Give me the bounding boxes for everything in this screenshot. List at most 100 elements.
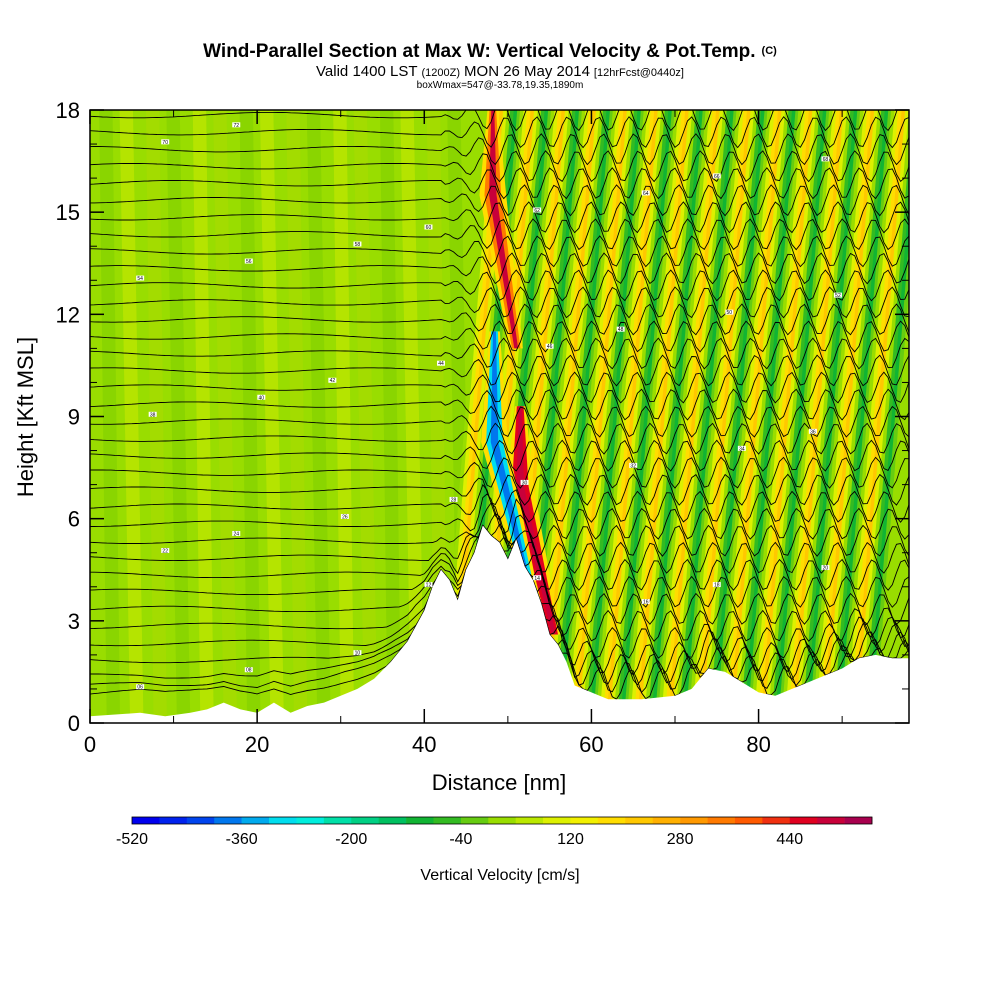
- velocity-band: [99, 110, 121, 723]
- colorbar-segment: [460, 817, 489, 824]
- colorbar-tick-label: -40: [449, 831, 472, 848]
- y-tick-label: 9: [68, 405, 80, 430]
- contour-label: 22: [162, 549, 168, 555]
- velocity-band: [448, 110, 501, 723]
- colorbar-tick-label: 440: [776, 831, 803, 848]
- contour-label-box: [641, 190, 650, 196]
- velocity-band: [857, 110, 909, 723]
- colorbar-segment: [269, 817, 297, 824]
- velocity-band: [582, 110, 635, 723]
- colorbar-segment: [378, 817, 407, 824]
- subtitle-utc: (1200Z): [422, 67, 461, 79]
- velocity-band: [640, 110, 693, 723]
- theta-contour: [90, 439, 909, 472]
- velocity-band: [691, 110, 744, 723]
- colorbar-segment: [296, 817, 325, 824]
- theta-contour: [90, 483, 909, 523]
- theta-contour: [90, 218, 909, 251]
- velocity-band: [709, 110, 762, 723]
- contour-label-box: [244, 667, 253, 673]
- theta-contour: [90, 167, 909, 200]
- contour-label: 24: [233, 531, 239, 537]
- velocity-band: [451, 110, 504, 723]
- colorbar: -520 -360 -200 -40 120 280 440: [116, 816, 873, 848]
- colorbar-segment: [707, 817, 736, 824]
- theta-contour: [90, 303, 909, 336]
- theta-contour: [90, 473, 909, 506]
- velocity-band: [630, 110, 683, 723]
- chart-subtitle: Valid 1400 LST (1200Z) MON 26 May 2014 [12h…: [316, 63, 684, 80]
- colorbar-segment: [186, 817, 215, 824]
- x-axis-label: Distance [nm]: [432, 770, 567, 795]
- contour-label-box: [136, 684, 145, 690]
- contour-label: 26: [342, 514, 348, 520]
- chart-info-line: boxWmax=547@-33.78,19.35,1890m: [417, 80, 584, 91]
- colorbar-segment: [132, 817, 160, 824]
- velocity-band: [537, 110, 590, 723]
- x-tick-label: 40: [412, 732, 436, 757]
- velocity-band: [192, 110, 214, 723]
- velocity-band: [564, 110, 617, 723]
- theta-contour: [90, 371, 909, 404]
- colorbar-segment: [433, 817, 462, 824]
- velocity-band: [722, 110, 775, 723]
- velocity-band: [702, 110, 755, 723]
- contour-label: 60: [426, 225, 432, 231]
- theta-contour: [90, 133, 909, 166]
- velocity-band: [613, 110, 666, 723]
- velocity-band: [306, 110, 331, 723]
- contour-label-box: [257, 394, 266, 400]
- contour-label: 54: [137, 276, 143, 282]
- plot-area: 06 08 10 12 14 16 18 20 22 24 26 28 30 32 34 36 38 40 42 44…: [89, 109, 910, 724]
- x-tick-label: 80: [746, 732, 770, 757]
- colorbar-tick-label: -360: [226, 831, 258, 848]
- contour-label: 36: [810, 429, 816, 435]
- theta-contour: [90, 512, 909, 574]
- contour-label: 62: [534, 208, 540, 214]
- velocity-band: [784, 110, 837, 723]
- y-axis-label: Height [Kft MSL]: [13, 337, 38, 497]
- colorbar-segment: [597, 817, 626, 824]
- contour-label-box: [533, 207, 542, 213]
- velocity-band: [554, 110, 607, 723]
- contour-label-box: [821, 156, 830, 162]
- colorbar-segment: [543, 817, 571, 824]
- x-tick-label: 0: [84, 732, 96, 757]
- velocity-band: [740, 110, 793, 723]
- contour-label-box: [725, 309, 734, 315]
- subtitle-forecast: [12hrFcst@0440z]: [594, 67, 684, 79]
- theta-contour: [90, 235, 909, 268]
- velocity-band: [781, 110, 834, 723]
- contour-label: 20: [823, 566, 829, 572]
- velocity-band: [833, 110, 886, 723]
- colorbar-tick-label: 120: [557, 831, 584, 848]
- velocity-band: [660, 110, 713, 723]
- velocity-band: [846, 110, 899, 723]
- velocity-core: [486, 331, 542, 621]
- theta-contour: [90, 150, 909, 183]
- theta-contour: [90, 184, 909, 217]
- velocity-core: [516, 406, 556, 635]
- colorbar-label: Vertical Velocity [cm/s]: [420, 867, 579, 884]
- contour-label: 38: [150, 412, 156, 418]
- contour-label-box: [424, 582, 433, 588]
- theta-contour: [90, 388, 909, 421]
- contour-label-box: [424, 224, 433, 230]
- velocity-band: [802, 110, 855, 723]
- theta-contour: [90, 286, 909, 319]
- velocity-band: [871, 239, 909, 723]
- velocity-band: [867, 195, 909, 723]
- y-tick-label: 18: [56, 98, 80, 123]
- colorbar-tick-label: -520: [116, 831, 148, 848]
- terrain-mask: [90, 525, 909, 723]
- contour-label-box: [232, 530, 241, 536]
- contour-label-box: [148, 411, 157, 417]
- velocity-band: [657, 110, 710, 723]
- velocity-band: [551, 110, 604, 723]
- contour-label: 34: [739, 446, 745, 452]
- contour-label-box: [629, 462, 638, 468]
- contour-label: 18: [714, 583, 720, 589]
- velocity-band: [547, 110, 600, 723]
- velocity-band: [678, 110, 731, 723]
